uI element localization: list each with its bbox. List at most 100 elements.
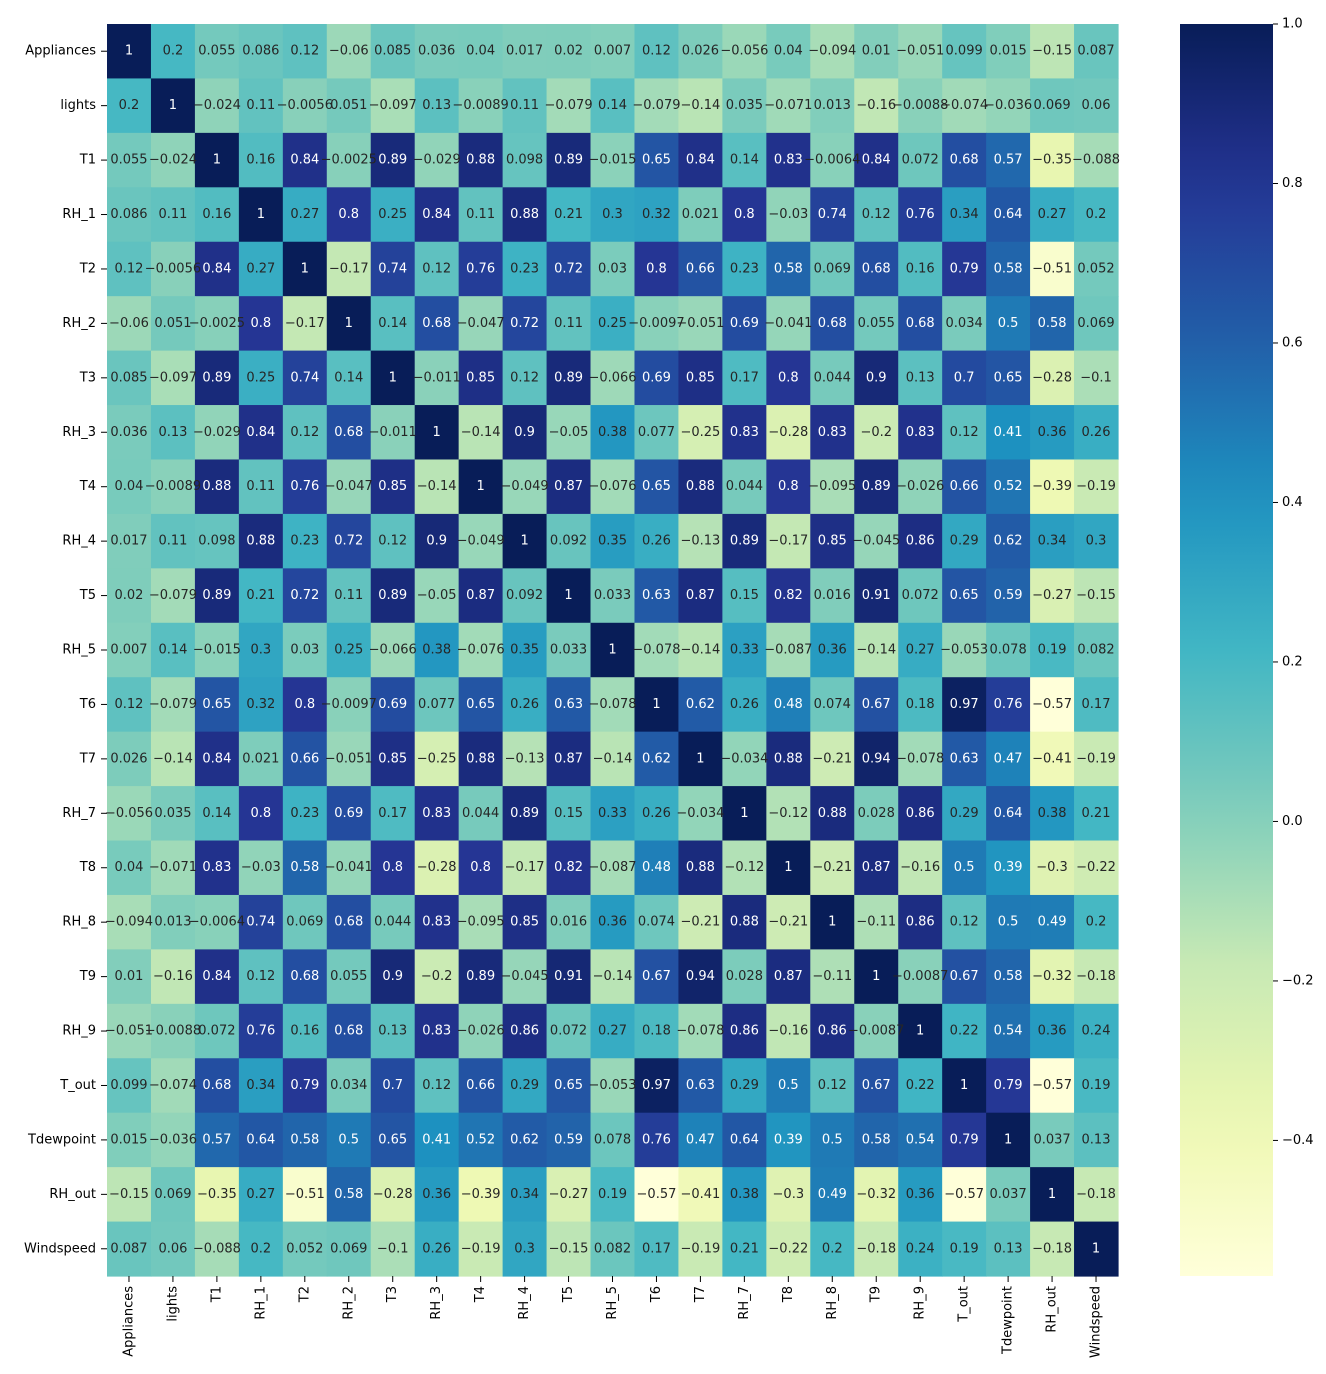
cell-annotation: 0.47: [994, 751, 1023, 766]
cell-annotation: 0.68: [950, 153, 979, 168]
cell-annotation: 0.12: [378, 534, 407, 549]
cell-annotation: 0.69: [730, 316, 759, 331]
heatmap-cell-T8-RH_5: [590, 840, 636, 896]
heatmap-cell-T1-T1: [194, 132, 240, 188]
heatmap-cell-RH_7-T8: [766, 786, 811, 842]
heatmap-cell-Tdewpoint-T5: [546, 1112, 592, 1168]
cell-annotation: 0.13: [378, 1024, 407, 1039]
y-tick-label-T5: T5: [79, 588, 96, 603]
cell-annotation: 0.085: [110, 370, 147, 385]
heatmap-cell-T7-lights: [150, 731, 196, 787]
cell-annotation: 0.02: [115, 588, 144, 603]
heatmap-cell-Tdewpoint-T3: [370, 1112, 416, 1168]
cell-annotation: 0.67: [862, 697, 891, 712]
cell-annotation: 0.86: [906, 534, 935, 549]
cell-annotation: −0.18: [1076, 969, 1116, 984]
heatmap-cell-RH_8-T_out: [942, 894, 987, 950]
heatmap-cell-T2-RH_8: [810, 241, 855, 297]
cell-annotation: 1: [696, 751, 704, 766]
cell-annotation: −0.078: [896, 751, 944, 766]
cell-annotation: −0.078: [676, 1024, 724, 1039]
cell-annotation: −0.06: [109, 316, 149, 331]
cell-annotation: 0.17: [730, 370, 759, 385]
cell-annotation: 0.8: [734, 207, 755, 222]
heatmap-cell-Windspeed-RH_8: [810, 1221, 855, 1277]
heatmap-cell-T6-RH_1: [238, 677, 284, 733]
cell-annotation: 0.64: [246, 1132, 275, 1147]
cell-annotation: 1: [1048, 1187, 1056, 1202]
cell-annotation: −0.03: [241, 860, 281, 875]
heatmap-cell-T9-Windspeed: [1074, 949, 1119, 1005]
heatmap-cell-RH_8-RH_8: [810, 894, 855, 950]
cell-annotation: 0.037: [1033, 1132, 1070, 1147]
cell-annotation: 1: [1092, 1241, 1100, 1256]
heatmap-cell-Tdewpoint-T_out: [942, 1112, 987, 1168]
cell-annotation: 0.044: [814, 370, 851, 385]
cell-annotation: 0.19: [1082, 1078, 1111, 1093]
heatmap-cell-T1-RH_1: [238, 132, 284, 188]
heatmap-cell-RH_5-RH_5: [590, 622, 636, 678]
heatmap-cell-RH_5-T1: [194, 622, 240, 678]
cell-annotation: 0.62: [994, 534, 1023, 549]
heatmap-cell-T1-Tdewpoint: [986, 132, 1031, 188]
heatmap-cell-RH_7-T2: [282, 786, 328, 842]
heatmap-cell-T9-RH_9: [898, 949, 943, 1005]
cell-annotation: 0.65: [466, 697, 495, 712]
heatmap-cell-T9-T3: [370, 949, 416, 1005]
heatmap-cell-T5-RH_5: [590, 568, 636, 624]
cell-annotation: 0.12: [950, 915, 979, 930]
heatmap-cell-RH_1-T8: [766, 187, 811, 243]
cell-annotation: −0.22: [1076, 860, 1116, 875]
cell-annotation: 0.88: [730, 915, 759, 930]
heatmap-cell-RH_7-RH_3: [414, 786, 460, 842]
cell-annotation: 0.38: [422, 643, 451, 658]
cell-annotation: 0.87: [466, 588, 495, 603]
heatmap-cell-T9-RH_4: [502, 949, 548, 1005]
cell-annotation: 0.052: [1077, 261, 1114, 276]
heatmap-cell-Windspeed-RH_2: [326, 1221, 372, 1277]
heatmap-cell-T1-T4: [458, 132, 504, 188]
y-tick-label-RH_3: RH_3: [62, 425, 96, 440]
x-tick-label-Windspeed: Windspeed: [1089, 1286, 1104, 1358]
cell-annotation: −0.051: [676, 316, 724, 331]
cell-annotation: 0.52: [466, 1132, 495, 1147]
heatmap-cell-RH_3-RH_7: [722, 405, 767, 461]
cell-annotation: 0.68: [422, 316, 451, 331]
heatmap-cell-T8-Windspeed: [1074, 840, 1119, 896]
heatmap-cell-RH_1-Tdewpoint: [986, 187, 1031, 243]
heatmap-cell-T1-T_out: [942, 132, 987, 188]
heatmap-cell-T7-T2: [282, 731, 328, 787]
cell-annotation: 0.54: [906, 1132, 935, 1147]
heatmap-cell-Tdewpoint-T2: [282, 1112, 328, 1168]
heatmap-cell-RH_5-T5: [546, 622, 592, 678]
heatmap-cell-T3-lights: [150, 350, 196, 406]
cell-annotation: 0.64: [994, 806, 1023, 821]
cell-annotation: −0.0087: [892, 969, 948, 984]
heatmap-cell-RH_2-T6: [634, 296, 680, 352]
heatmap-cell-Windspeed-T_out: [942, 1221, 987, 1277]
cell-annotation: 0.66: [950, 479, 979, 494]
cell-annotation: 0.007: [110, 643, 147, 658]
heatmap-cell-RH_8-T4: [458, 894, 504, 950]
heatmap-cell-RH_4-RH_8: [810, 513, 855, 569]
cell-annotation: 1: [520, 534, 528, 549]
cell-annotation: −0.2: [421, 969, 453, 984]
cell-annotation: 0.84: [202, 969, 231, 984]
heatmap-cell-T5-T8: [766, 568, 811, 624]
heatmap-cell-RH_2-T5: [546, 296, 592, 352]
cell-annotation: 0.14: [598, 98, 627, 113]
heatmap-cell-RH_out-T5: [546, 1167, 592, 1223]
heatmap-cell-RH_3-T5: [546, 405, 592, 461]
cell-annotation: 0.055: [110, 153, 147, 168]
cell-annotation: 0.17: [642, 1241, 671, 1256]
colorbar-tick-label: 0.8: [1282, 176, 1303, 191]
cell-annotation: −0.079: [149, 697, 197, 712]
heatmap-cell-RH_5-Appliances: [107, 622, 152, 678]
cell-annotation: 0.62: [642, 751, 671, 766]
heatmap-cell-RH_out-Tdewpoint: [986, 1167, 1031, 1223]
cell-annotation: 0.34: [950, 207, 979, 222]
heatmap-cell-T3-T5: [546, 350, 592, 406]
cell-annotation: 0.016: [814, 588, 851, 603]
cell-annotation: 0.27: [906, 643, 935, 658]
heatmap-cell-T_out-T3: [370, 1058, 416, 1114]
